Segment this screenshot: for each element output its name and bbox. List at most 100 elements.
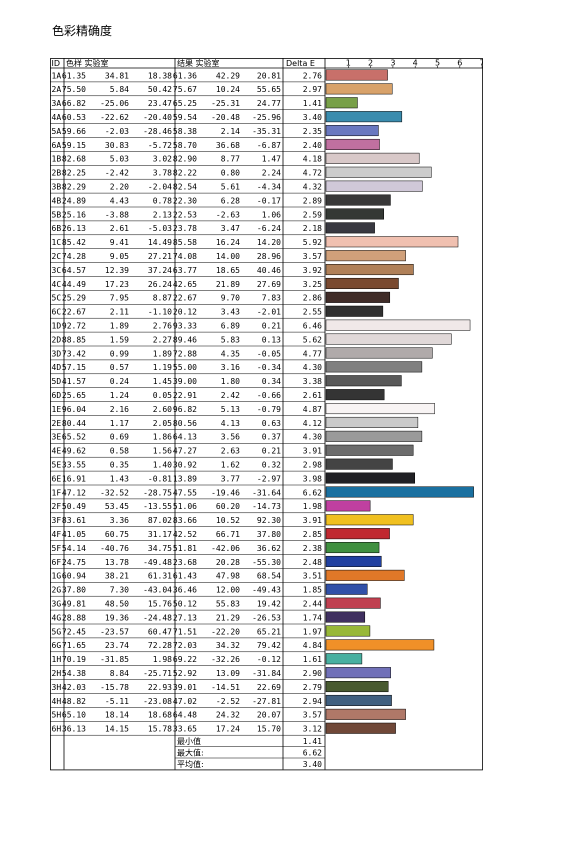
bar-1C [325,236,459,248]
cell-result-value: 63.77 [173,266,197,275]
cell-sample-value: 3.36 [110,516,129,525]
cell-result-value: 83.66 [173,516,197,525]
cell-sample-value: 5.84 [110,85,129,94]
cell-result-value: 0.63 [262,419,281,428]
cell-id: 1H [52,655,62,664]
cell-id: 6G [52,641,62,650]
table-row: 5C 25.29 7.95 8.87 22.67 9.70 7.83 2.86 [50,291,391,305]
cell-id: 3F [52,516,62,525]
cell-result-value: -55.30 [252,558,281,567]
cell-sample-value: 25.16 [62,210,86,219]
bar-6A [325,138,380,150]
cell-sample-value: 50.49 [62,502,86,511]
cell-sample-value: 61.35 [62,71,86,80]
table-row: 5F 54.14 -40.76 34.75 51.81 -42.06 36.62 2.38 [50,542,380,555]
cell-delta-e: 6.62 [303,488,322,497]
cell-sample-value: -25.71 [143,669,172,678]
cell-delta-e: 3.57 [303,711,322,720]
cell-sample-value: 18.14 [105,711,129,720]
cell-result-value: 55.65 [257,85,281,94]
cell-sample-value: -2.03 [105,127,129,136]
table-row: 3C 64.57 12.39 37.24 63.77 18.65 40.46 3.92 [50,264,414,277]
cell-id: 3A [52,99,62,108]
cell-id: 4B [52,196,62,205]
cell-sample-value: -28.75 [143,488,172,497]
cell-sample-value: -31.85 [100,655,129,664]
cell-sample-value: 1.17 [110,419,129,428]
table-row: 4A 60.53 -22.62 -20.40 59.54 -20.48 -25.96 3.40 [50,111,403,124]
cell-result-value: 93.33 [173,322,197,331]
cell-sample-value: 41.05 [62,530,86,539]
cell-delta-e: 2.61 [303,391,322,400]
delta-e-bar-chart: ID 色样 实验室 结果 实验室 Delta E 1 2 3 4 5 6 7 1A 61.35 34.81… [50,58,483,771]
cell-result-value: -42.06 [211,544,240,553]
cell-sample-value: 82.68 [62,155,86,164]
cell-result-value: 66.71 [216,530,240,539]
cell-sample-value: 87.02 [148,516,172,525]
cell-id: 2C [52,252,62,261]
cell-result-value: 1.62 [221,461,240,470]
cell-sample-value: 70.19 [62,655,86,664]
cell-id: 6A [52,141,62,150]
cell-sample-value: -5.11 [105,697,129,706]
cell-result-value: 15.70 [257,725,281,734]
cell-delta-e: 3.91 [303,447,322,456]
cell-sample-value: 49.62 [62,447,86,456]
cell-result-value: 64.48 [173,711,197,720]
cell-sample-value: 15.78 [148,725,172,734]
bar-1A [325,69,388,81]
cell-result-value: 21.89 [216,280,240,289]
cell-result-value: 3.43 [221,308,240,317]
cell-sample-value: 0.69 [110,433,129,442]
cell-sample-value: 14.15 [105,725,129,734]
cell-id: 2A [52,85,62,94]
bar-1E [325,403,435,415]
table-row: 6D 25.65 1.24 0.05 22.91 2.42 -0.66 2.61 [50,389,385,402]
cell-sample-value: 15.76 [148,600,172,609]
cell-sample-value: 37.80 [62,586,86,595]
cell-sample-value: 72.28 [148,641,172,650]
table-row: 2D 88.85 1.59 2.27 89.46 5.83 0.13 5.62 [50,333,452,347]
summary-value: 3.40 [303,760,322,769]
bar-6C [325,305,384,317]
cell-sample-value: 1.89 [153,349,172,358]
cell-result-value: 5.83 [221,335,240,344]
table-row: 5E 33.55 0.35 1.40 30.92 1.62 0.32 2.98 [50,458,393,472]
cell-sample-value: 57.15 [62,363,86,372]
cell-sample-value: 8.87 [153,294,172,303]
cell-result-value: -6.24 [257,224,281,233]
bar-4A [325,111,403,123]
cell-delta-e: 2.98 [303,461,322,470]
cell-result-value: 47.02 [173,697,197,706]
cell-result-value: 40.46 [257,266,281,275]
cell-delta-e: 4.77 [303,349,322,358]
bar-4F [325,528,390,540]
cell-sample-value: 1.19 [153,363,172,372]
cell-sample-value: 23.47 [148,99,172,108]
bar-3C [325,264,414,276]
cell-sample-value: 47.12 [62,488,86,497]
x-tick-label-3: 3 [390,59,395,68]
cell-id: 5G [52,627,62,636]
cell-sample-value: 37.24 [148,266,172,275]
cell-result-value: 0.37 [262,433,281,442]
cell-result-value: 47.55 [173,488,197,497]
cell-result-value: 7.83 [262,294,281,303]
cell-result-value: 18.65 [216,266,240,275]
bar-6F [325,555,382,567]
cell-result-value: 24.32 [216,711,240,720]
cell-delta-e: 4.32 [303,183,322,192]
bar-5E [325,458,393,470]
table-row: 3A 66.82 -25.06 23.47 65.25 -25.31 24.77 1.41 [50,97,358,110]
cell-sample-value: 36.13 [62,725,86,734]
cell-result-value: -2.52 [216,697,240,706]
cell-sample-value: 42.03 [62,683,86,692]
cell-sample-value: 13.78 [105,558,129,567]
bar-2D [325,333,452,345]
cell-id: 6D [52,391,62,400]
bar-3H [325,681,389,693]
cell-result-value: 47.27 [173,447,197,456]
cell-sample-value: 1.86 [153,433,172,442]
cell-id: 5A [52,127,62,136]
cell-sample-value: 2.27 [153,335,172,344]
